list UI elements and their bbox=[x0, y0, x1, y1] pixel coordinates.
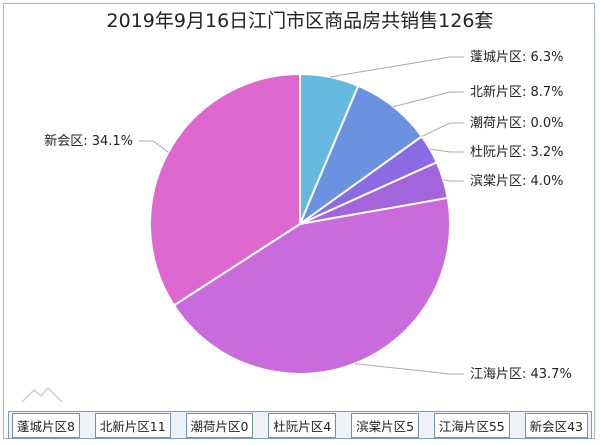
slice-label: 潮荷片区: 0.0% bbox=[470, 116, 564, 131]
legend-item[interactable]: 滨棠片区5 bbox=[351, 412, 420, 438]
slice-label: 杜阮片区: 3.2% bbox=[470, 145, 564, 160]
pie-slice-6[interactable] bbox=[149, 72, 301, 307]
slice-label: 北新片区: 8.7% bbox=[470, 84, 564, 100]
legend-item[interactable]: 江海片区55 bbox=[433, 412, 510, 438]
legend-item[interactable]: 潮荷片区0 bbox=[185, 412, 254, 438]
watermark-mountain-icon bbox=[21, 387, 63, 403]
pie-slice-5[interactable] bbox=[172, 196, 451, 375]
leader-line bbox=[139, 140, 169, 153]
slice-label: 江海片区: 43.7% bbox=[470, 367, 572, 382]
pie-chart: 蓬城片区: 6.3% 北新片区: 8.7% 潮荷片区: 0.0% 杜阮片区: 3.2%… bbox=[21, 50, 572, 403]
leader-line bbox=[329, 56, 464, 78]
pie-slice-1[interactable] bbox=[297, 84, 424, 227]
legend-item[interactable]: 新会区43 bbox=[524, 412, 588, 438]
slice-label: 滨棠片区: 4.0% bbox=[470, 173, 564, 189]
legend-item[interactable]: 杜阮片区4 bbox=[268, 412, 337, 438]
legend-item[interactable]: 蓬城片区8 bbox=[12, 412, 80, 438]
legend-item[interactable]: 北新片区11 bbox=[94, 412, 171, 438]
leader-line bbox=[443, 179, 464, 182]
leader-line bbox=[393, 91, 464, 108]
legend-bar: 蓬城片区8 北新片区11 潮荷片区0 杜阮片区4 滨棠片区5 江海片区55 新会… bbox=[8, 411, 592, 439]
leader-line bbox=[421, 122, 464, 137]
slice-label: 新会区: 34.1% bbox=[44, 133, 133, 149]
slice-label: 蓬城片区: 6.3% bbox=[470, 50, 564, 65]
leader-line bbox=[354, 363, 464, 375]
leader-line bbox=[429, 148, 464, 153]
chart-title: 2019年9月16日江门市区商品房共销售126套 bbox=[106, 10, 494, 32]
